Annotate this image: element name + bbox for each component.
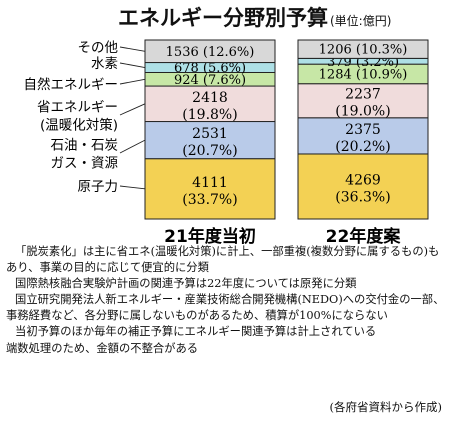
bar-percent-1-2: (19.0%)	[335, 104, 390, 120]
bar-0-0	[144, 158, 276, 220]
bar-value-0-0: 4111	[192, 175, 228, 191]
bar-value-1-2: 2237	[345, 87, 381, 103]
series-label-1-0: 石油・石炭	[51, 138, 119, 154]
leader-line-3	[119, 78, 146, 85]
category-label-0: 21年度当初	[164, 226, 256, 247]
leader-line-0	[119, 185, 146, 190]
note-2: 国際熱核融合実験炉計画の関連予算は22年度については原発に分類	[15, 277, 357, 291]
bar-percent-1-1: (20.2%)	[335, 139, 390, 155]
source-note: (各府省資料から作成)	[329, 400, 442, 414]
note-4: 当初予算のほか毎年の補正予算にエネルギー関連予算は計上されている	[15, 325, 377, 339]
series-label-1-1: ガス・資源	[51, 156, 119, 172]
unit-label: (単位:億円)	[330, 14, 392, 28]
series-label-4-0: 水素	[91, 56, 118, 72]
bar-percent-1-0: (36.3%)	[335, 189, 390, 205]
series-label-2-1: (温暖化対策)	[40, 117, 118, 134]
bar-0-1	[144, 121, 276, 160]
bar-1-5	[297, 39, 429, 59]
bar-label-1-3: 1284 (10.9%)	[319, 67, 408, 82]
bar-label-1-5: 1206 (10.3%)	[319, 43, 408, 58]
leader-line-4	[119, 62, 146, 68]
bar-1-2	[297, 83, 429, 119]
bar-percent-0-0: (33.7%)	[182, 192, 237, 208]
series-label-3-0: 自然エネルギー	[24, 76, 119, 93]
bar-label-0-4: 678 (5.6%)	[174, 61, 246, 76]
note-1: 「脱炭素化」は主に省エネ(温暖化対策)に計上、一部重複(複数分野に属するもの)も…	[6, 245, 440, 275]
bar-label-0-5: 1536 (12.6%)	[166, 45, 255, 60]
stacked-bar-chart: 4111(33.7%) 2531(20.7%) 2418(19.8%) 924 (7.…	[24, 39, 429, 247]
bar-1-0	[297, 153, 429, 220]
note-3: 国立研究開発法人新エネルギー・産業技術総合開発機構(NEDO)への交付金の一部、…	[6, 293, 445, 323]
bar-percent-0-2: (19.8%)	[182, 107, 237, 123]
chart-title-row: エネルギー分野別予算 (単位:億円)	[118, 2, 391, 32]
bar-value-0-2: 2418	[192, 90, 228, 106]
bar-value-1-0: 4269	[345, 172, 381, 188]
bar-1-1	[297, 117, 429, 155]
category-label-1: 22年度案	[326, 226, 402, 247]
series-label-5-0: その他	[78, 40, 119, 56]
bar-value-1-1: 2375	[345, 122, 381, 138]
leader-line-2	[119, 103, 146, 116]
chart-title: エネルギー分野別予算	[118, 6, 328, 30]
series-label-2-0: 省エネルギー	[37, 100, 118, 116]
leader-line-5	[119, 46, 146, 52]
bar-label-0-3: 924 (7.6%)	[174, 73, 246, 88]
notes: 「脱炭素化」は主に省エネ(温暖化対策)に計上、一部重複(複数分野に属するもの)も…	[6, 244, 446, 357]
leader-line-1	[119, 139, 146, 154]
bar-value-0-1: 2531	[192, 126, 228, 142]
bar-percent-0-1: (20.7%)	[182, 143, 237, 159]
series-label-0-0: 原子力	[78, 179, 119, 195]
note-5: 端数処理のため、金額の不整合がある	[6, 341, 199, 355]
